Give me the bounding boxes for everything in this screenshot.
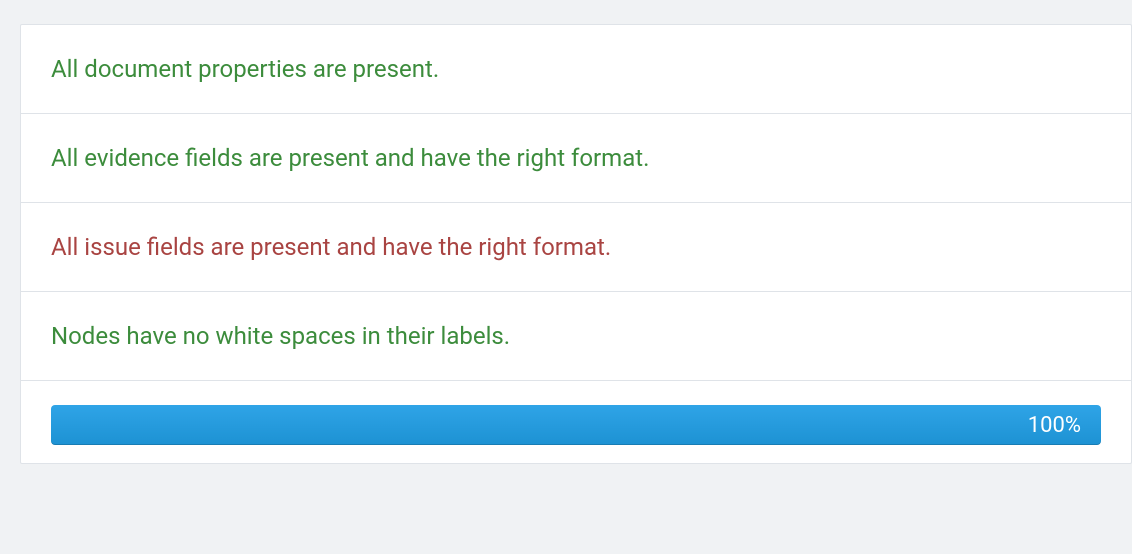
check-label: Nodes have no white spaces in their labe… xyxy=(51,322,510,350)
progress-bar: 100% xyxy=(51,405,1101,445)
check-label: All issue fields are present and have th… xyxy=(51,233,611,261)
progress-label: 100% xyxy=(1028,413,1081,438)
check-label: All document properties are present. xyxy=(51,55,439,83)
check-label: All evidence fields are present and have… xyxy=(51,144,649,172)
validation-panel: All document properties are present. All… xyxy=(20,24,1132,464)
check-item[interactable]: All evidence fields are present and have… xyxy=(21,114,1131,203)
progress-container: 100% xyxy=(21,381,1131,463)
check-item[interactable]: Nodes have no white spaces in their labe… xyxy=(21,292,1131,381)
check-item[interactable]: All document properties are present. xyxy=(21,25,1131,114)
check-item[interactable]: All issue fields are present and have th… xyxy=(21,203,1131,292)
